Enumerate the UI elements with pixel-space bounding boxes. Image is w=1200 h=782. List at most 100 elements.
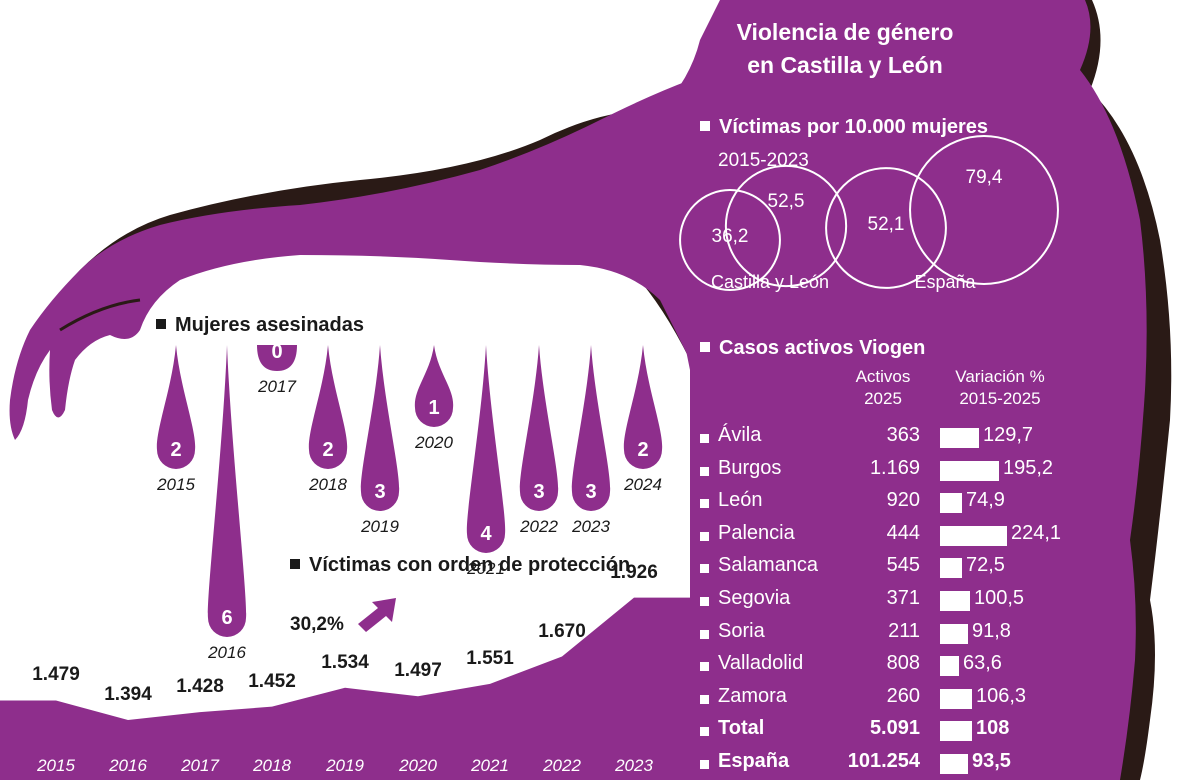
murdered-heading: Mujeres asesinadas (156, 314, 364, 337)
viogen-active-value: 101.254 (847, 750, 920, 772)
murdered-year: 2017 (258, 377, 296, 396)
protection-year: 2020 (399, 756, 437, 775)
viogen-variation-bar (940, 623, 968, 644)
rate-bubble-label: 36,2 (711, 226, 749, 247)
viogen-variation-value: 129,7 (983, 424, 1034, 446)
protection-change: 30,2% (290, 614, 344, 635)
murdered-year: 2015 (157, 475, 195, 494)
viogen-row: Palencia 444 224,1 (700, 522, 1120, 554)
murdered-value: 6 (221, 607, 233, 629)
murdered-value: 4 (480, 523, 492, 545)
viogen-province: Segovia (718, 587, 791, 609)
murdered-year: 2022 (520, 517, 558, 536)
bullet-square (700, 597, 709, 606)
murdered-value: 2 (322, 439, 334, 461)
protection-year: 2016 (109, 756, 147, 775)
murdered-value: 0 (271, 341, 283, 363)
viogen-variation-value: 106,3 (976, 684, 1027, 707)
viogen-province: España (718, 750, 790, 772)
viogen-province: Burgos (718, 456, 782, 479)
bullet-square (700, 727, 709, 737)
title-line-2: en Castilla y León (747, 52, 943, 78)
murdered-drops (156, 345, 663, 637)
viogen-variation-value: 100,5 (974, 587, 1025, 609)
arm-line (59, 298, 141, 332)
viogen-row: Ávila 363 129,7 (700, 424, 1120, 456)
viogen-variation-bar (940, 558, 962, 579)
protection-value: 1.497 (394, 660, 442, 682)
viogen-variation-value: 224,1 (1011, 521, 1062, 544)
rate-bubble-label: 79,4 (965, 167, 1003, 189)
viogen-active-value: 260 (886, 684, 920, 707)
murdered-year: 2020 (415, 433, 453, 452)
arm-shape (9, 80, 693, 440)
viogen-variation-bar (940, 688, 972, 709)
body-shape (637, 0, 1147, 780)
viogen-province: Zamora (718, 684, 787, 707)
viogen-row: Total 5.091 108 (700, 717, 1120, 749)
bullet-square (700, 499, 709, 509)
viogen-row: Valladolid 808 63,6 (700, 652, 1120, 684)
viogen-active-value: 808 (886, 652, 920, 675)
protection-year: 2021 (471, 756, 509, 775)
rate-bubble (909, 135, 1059, 285)
viogen-province: León (718, 489, 763, 512)
murdered-drop (466, 345, 506, 553)
viogen-province: Valladolid (718, 652, 804, 675)
protection-year: 2015 (37, 756, 75, 775)
murdered-year: 2016 (208, 643, 246, 662)
victims-rate-heading: Víctimas por 10.000 mujeres (700, 116, 988, 139)
bullet-square (700, 694, 709, 704)
viogen-province: Ávila (718, 424, 762, 446)
murdered-drop (308, 345, 348, 469)
rate-bubble-label: 52,1 (867, 214, 905, 235)
murdered-value: 2 (170, 439, 182, 461)
murdered-value: 1 (428, 397, 440, 419)
viogen-variation-bar (940, 460, 999, 481)
viogen-row: Burgos 1.169 195,2 (700, 457, 1120, 489)
murdered-year: 2018 (309, 475, 347, 494)
viogen-province: Total (718, 717, 765, 740)
murdered-drop (519, 345, 559, 511)
rate-bubble (724, 164, 848, 288)
murdered-drop (360, 345, 400, 511)
protection-value: 1.428 (176, 676, 224, 698)
page-title: Violencia de género en Castilla y León (700, 16, 990, 82)
viogen-active-value: 1.169 (869, 456, 920, 479)
protection-value: 1.479 (32, 664, 80, 686)
bullet-square (700, 531, 709, 541)
group-label-cyl: Castilla y León (710, 272, 830, 292)
viogen-row: España 101.254 93,5 (700, 750, 1120, 782)
murdered-year: 2021 (467, 559, 505, 578)
protection-value: 1.551 (466, 647, 514, 669)
protection-value: 1.534 (321, 651, 369, 673)
bullet-square (700, 564, 709, 574)
murdered-value: 2 (637, 439, 649, 461)
murdered-drop (623, 345, 663, 469)
viogen-variation-bar (940, 754, 968, 774)
viogen-variation-value: 74,9 (966, 489, 1005, 512)
protection-value: 1.452 (248, 670, 296, 692)
viogen-active-value: 5.091 (869, 717, 920, 740)
col-header-variation: Variación % 2015-2025 (955, 367, 1045, 408)
title-line-1: Violencia de género (736, 19, 954, 45)
murdered-drop (207, 345, 247, 637)
protection-value: 1.394 (104, 684, 152, 705)
viogen-active-value: 444 (886, 521, 920, 544)
bullet-square (700, 341, 710, 352)
viogen-active-value: 371 (886, 587, 920, 609)
viogen-variation-value: 93,5 (972, 750, 1011, 772)
bullet-square (700, 434, 709, 443)
victims-rate-period: 2015-2023 (718, 150, 809, 171)
viogen-heading: Casos activos Viogen (700, 337, 925, 360)
viogen-active-value: 363 (886, 424, 920, 446)
viogen-variation-bar (940, 525, 1007, 546)
viogen-row: Segovia 371 100,5 (700, 587, 1120, 619)
viogen-variation-value: 72,5 (966, 554, 1005, 577)
bullet-square (700, 466, 709, 476)
viogen-row: Zamora 260 106,3 (700, 685, 1120, 717)
viogen-row: Soria 211 91,8 (700, 620, 1120, 652)
murdered-drop (257, 345, 297, 371)
bullet-square (700, 760, 709, 769)
